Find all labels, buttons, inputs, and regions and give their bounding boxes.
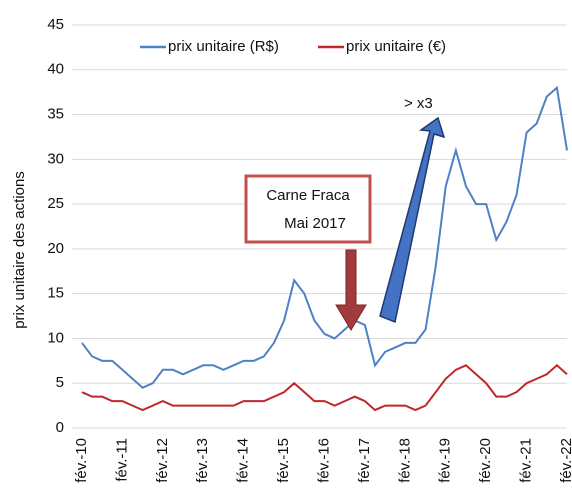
y-axis-label: prix unitaire des actions [11,171,28,329]
y-tick-label: 40 [47,61,64,78]
x-tick-label: fév.-20 [477,438,494,483]
x-tick-label: fév.-22 [558,438,572,483]
x-tick-label: fév.-14 [235,438,252,483]
annotation-text: Mai 2017 [284,215,346,232]
up-arrow [379,116,446,324]
x-tick-label: fév.-19 [437,438,454,483]
x-tick-label: fév.-16 [315,438,332,483]
x-tick-label: fév.-13 [194,438,211,483]
x-tick-label: fév.-21 [518,438,535,483]
y-tick-label: 25 [47,195,64,212]
x-tick-label: fév.-17 [356,438,373,483]
y-tick-label: 35 [47,106,64,123]
x-tick-label: fév.-11 [113,438,130,482]
x-tick-label: fév.-15 [275,438,292,483]
annotation-box [244,174,372,244]
legend-label: prix unitaire (R$) [168,38,279,55]
line [81,363,568,412]
y-tick-label: 20 [47,240,64,257]
down-arrow [335,249,367,331]
y-tick-label: 10 [47,329,64,346]
y-tick-label: 45 [47,16,64,33]
line [81,85,568,389]
y-tick-label: 5 [56,374,64,391]
x-tick-label: fév.-12 [154,438,171,483]
legend-label: prix unitaire (€) [346,38,446,55]
y-tick-label: 30 [47,150,64,167]
x-tick-label: fév.-18 [396,438,413,483]
annotation-text: > x3 [404,95,433,112]
annotation-text: Carne Fraca [266,187,350,204]
x-tick-label: fév.-10 [73,438,90,483]
y-tick-label: 0 [56,419,64,436]
y-tick-label: 15 [47,285,64,302]
